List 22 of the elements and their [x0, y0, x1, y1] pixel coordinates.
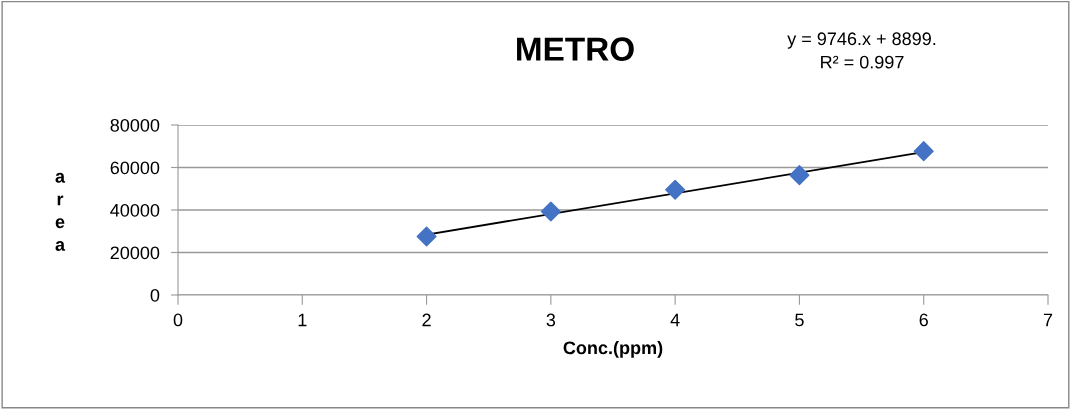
point	[540, 201, 561, 222]
point	[416, 226, 437, 247]
x-tick-label: 4	[670, 313, 680, 327]
chart-title: METRO	[517, 37, 634, 61]
point	[789, 165, 810, 186]
x-tick-label: 3	[546, 313, 556, 327]
x-tick-label: 2	[422, 313, 431, 327]
point	[913, 141, 934, 162]
y-tick-label: 60000	[110, 161, 160, 175]
x-tick-label: 6	[919, 313, 928, 327]
x-tick-label: 1	[298, 313, 307, 327]
x-axis-title: Conc.(ppm)	[563, 341, 663, 358]
y-tick-label: 20000	[110, 246, 160, 260]
x-tick-label: 7	[1043, 313, 1053, 327]
x-tick-label: 5	[795, 313, 804, 327]
y-tick-label: 80000	[110, 118, 160, 132]
x-tick-label: 0	[173, 313, 183, 327]
y-tick-label: 40000	[110, 203, 160, 217]
point	[665, 179, 686, 200]
text: y = 9746.x + 8899. R² = 0.997	[787, 32, 936, 69]
y-tick-label: 0	[150, 288, 160, 302]
y-axis-title: area	[55, 172, 66, 251]
